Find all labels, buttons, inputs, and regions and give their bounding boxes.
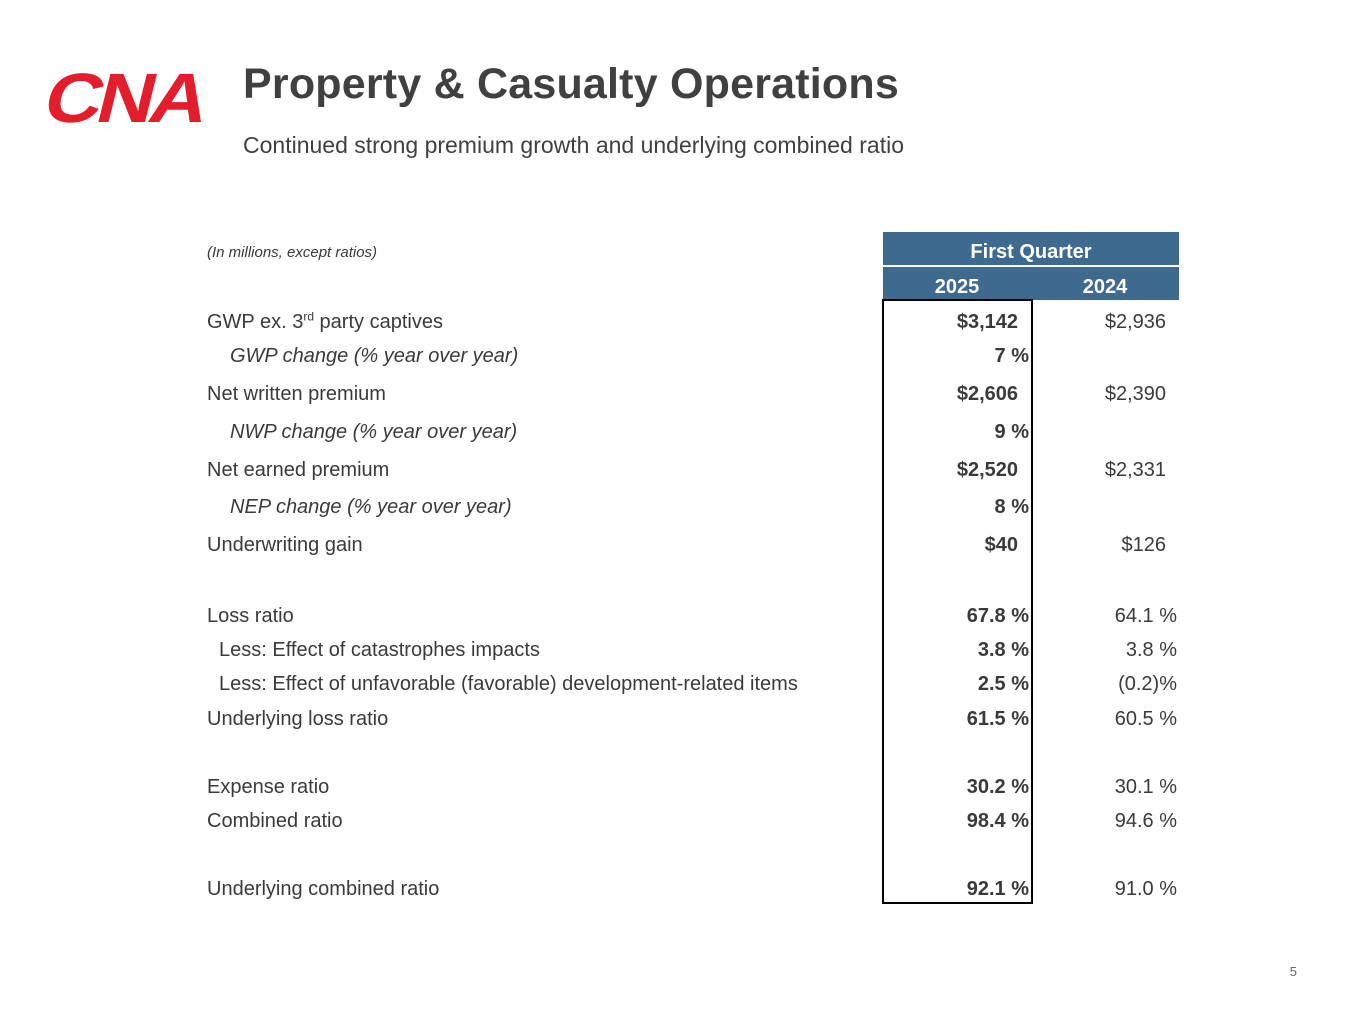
cna-logo-mark: CNA bbox=[38, 68, 208, 126]
value-2025: 7 % bbox=[994, 345, 1029, 367]
value-2025: 61.5 % bbox=[966, 708, 1029, 730]
value-2025: 9 % bbox=[994, 421, 1029, 443]
value-2025: $40 bbox=[984, 534, 1018, 556]
row-label: Underwriting gain bbox=[207, 534, 363, 556]
value-2025: 92.1 % bbox=[966, 878, 1029, 900]
table-row: Less: Effect of catastrophes impacts 3.8… bbox=[0, 635, 1365, 665]
value-2025: 98.4 % bbox=[966, 810, 1029, 832]
year-header-2024: 2024 bbox=[1031, 267, 1179, 300]
row-label: Less: Effect of unfavorable (favorable) … bbox=[219, 673, 798, 695]
row-label: Combined ratio bbox=[207, 810, 343, 832]
row-label: NWP change (% year over year) bbox=[230, 421, 518, 443]
row-label: GWP change (% year over year) bbox=[230, 345, 519, 367]
units-note: (In millions, except ratios) bbox=[207, 244, 378, 261]
value-2025: 30.2 % bbox=[966, 776, 1029, 798]
table-row: Underlying loss ratio 61.5 % 60.5 % bbox=[0, 704, 1365, 734]
row-label: Expense ratio bbox=[207, 776, 330, 798]
cna-logo-text: CNA bbox=[38, 68, 208, 126]
page-number: 5 bbox=[1289, 964, 1297, 979]
value-2024: 30.1 % bbox=[1114, 776, 1177, 798]
table-row: NWP change (% year over year) 9 % bbox=[0, 417, 1365, 447]
table-row: GWP change (% year over year) 7 % bbox=[0, 341, 1365, 371]
table-row: GWP ex. 3rd party captives $3,142 $2,936 bbox=[0, 307, 1365, 337]
table-row: Net earned premium $2,520 $2,331 bbox=[0, 455, 1365, 485]
page-subtitle: Continued strong premium growth and unde… bbox=[243, 132, 904, 158]
row-label: GWP ex. 3rd party captives bbox=[207, 309, 443, 333]
value-2024: $2,331 bbox=[1104, 459, 1166, 481]
value-2024: 60.5 % bbox=[1114, 708, 1177, 730]
table-row: Less: Effect of unfavorable (favorable) … bbox=[0, 669, 1365, 699]
cna-logo: CNA bbox=[38, 68, 208, 126]
table-row: Combined ratio 98.4 % 94.6 % bbox=[0, 806, 1365, 836]
row-label: Net earned premium bbox=[207, 459, 390, 481]
table-row: Underwriting gain $40 $126 bbox=[0, 530, 1365, 560]
row-label: Less: Effect of catastrophes impacts bbox=[219, 639, 540, 661]
year-header-2025: 2025 bbox=[883, 267, 1031, 300]
table-row: Expense ratio 30.2 % 30.1 % bbox=[0, 772, 1365, 802]
table-row: Loss ratio 67.8 % 64.1 % bbox=[0, 601, 1365, 631]
value-2025: $3,142 bbox=[956, 311, 1018, 333]
period-header: First Quarter bbox=[883, 232, 1179, 265]
value-2024: 91.0 % bbox=[1114, 878, 1177, 900]
value-2024: $2,936 bbox=[1104, 311, 1166, 333]
value-2025: $2,606 bbox=[956, 383, 1018, 405]
row-label: Underlying combined ratio bbox=[207, 878, 440, 900]
table-row: NEP change (% year over year) 8 % bbox=[0, 492, 1365, 522]
row-label: Loss ratio bbox=[207, 605, 294, 627]
value-2024: (0.2)% bbox=[1118, 673, 1177, 695]
value-2025: 3.8 % bbox=[977, 639, 1029, 661]
value-2024: 94.6 % bbox=[1114, 810, 1177, 832]
value-2025: 67.8 % bbox=[966, 605, 1029, 627]
current-year-highlight-box bbox=[882, 299, 1033, 904]
table-row: Underlying combined ratio 92.1 % 91.0 % bbox=[0, 874, 1365, 904]
value-2025: 8 % bbox=[994, 496, 1029, 518]
table-row: Net written premium $2,606 $2,390 bbox=[0, 379, 1365, 409]
value-2024: $126 bbox=[1121, 534, 1167, 556]
value-2024: 64.1 % bbox=[1114, 605, 1177, 627]
page-title: Property & Casualty Operations bbox=[243, 60, 899, 108]
value-2024: $2,390 bbox=[1104, 383, 1166, 405]
value-2025: 2.5 % bbox=[977, 673, 1029, 695]
row-label: NEP change (% year over year) bbox=[230, 496, 512, 518]
row-label: Underlying loss ratio bbox=[207, 708, 389, 730]
value-2025: $2,520 bbox=[956, 459, 1018, 481]
value-2024: 3.8 % bbox=[1125, 639, 1177, 661]
row-label: Net written premium bbox=[207, 383, 386, 405]
